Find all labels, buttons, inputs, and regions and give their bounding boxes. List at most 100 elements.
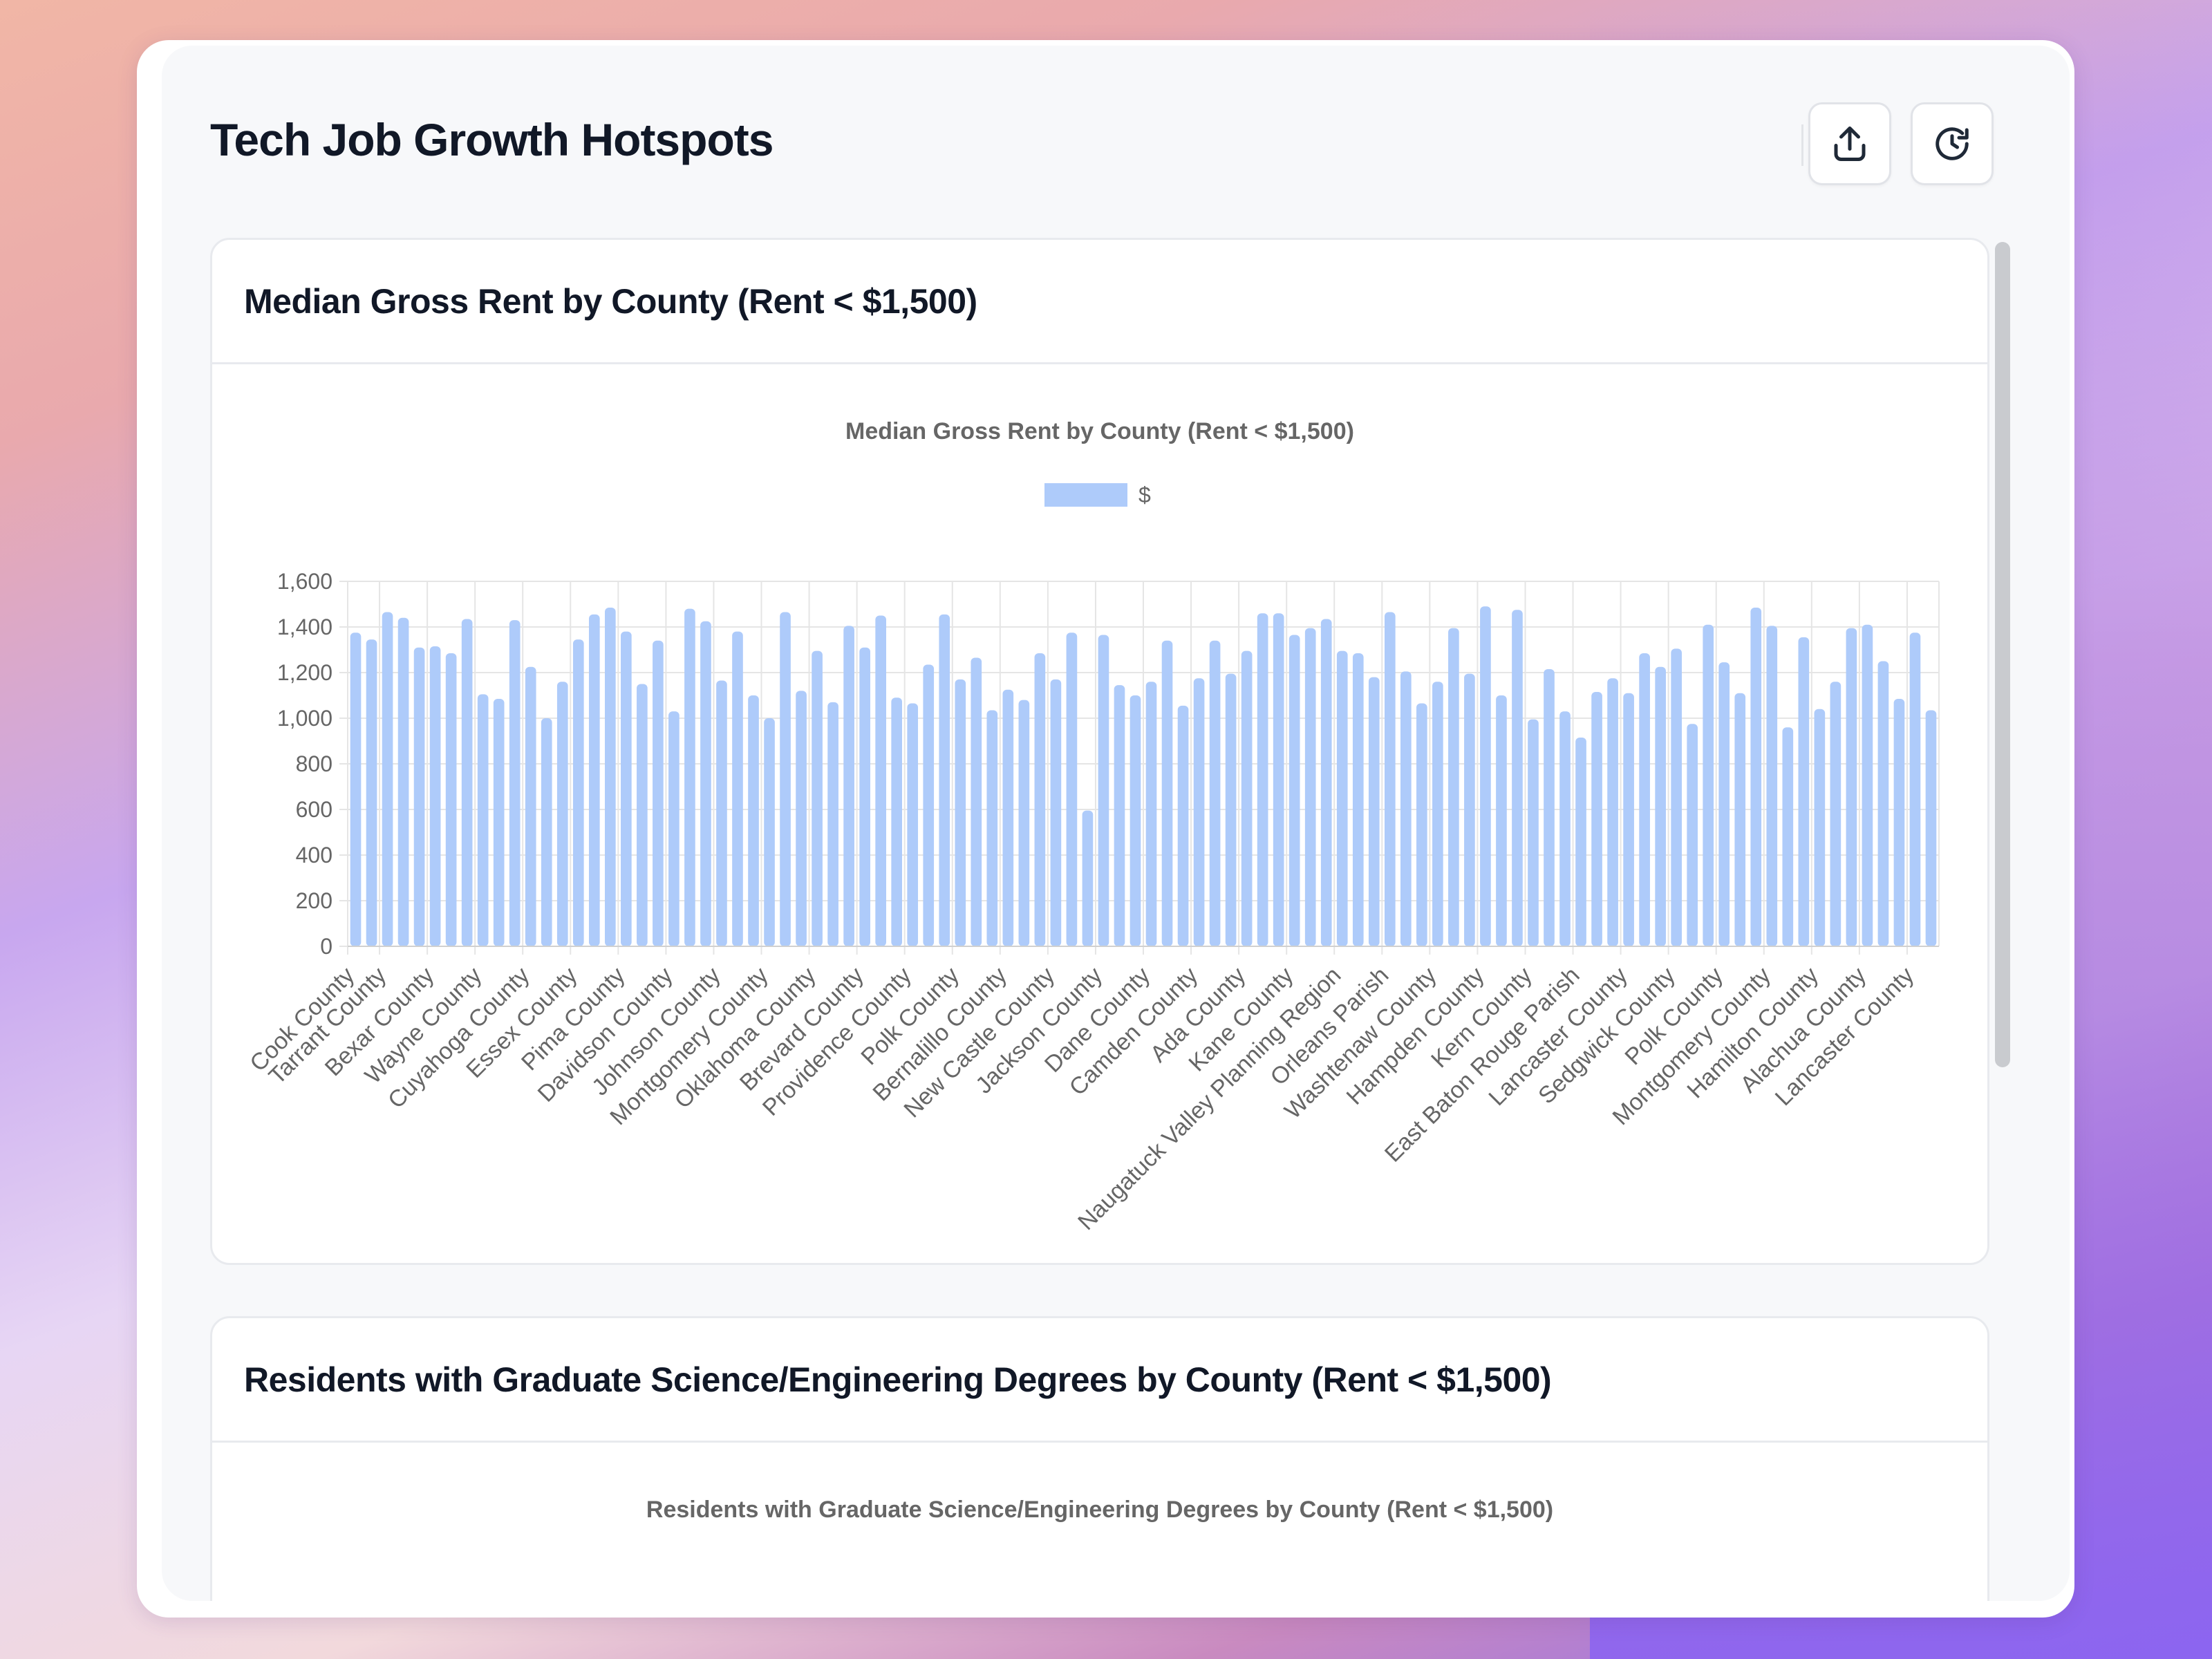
bar[interactable] [1209, 640, 1221, 946]
bar[interactable] [1925, 710, 1937, 946]
bar[interactable] [684, 608, 695, 946]
bar[interactable] [955, 679, 966, 946]
bar[interactable] [1400, 671, 1412, 946]
bar[interactable] [1862, 624, 1873, 946]
bar[interactable] [1416, 703, 1427, 946]
bar[interactable] [1161, 640, 1173, 946]
bar[interactable] [621, 631, 632, 946]
bar[interactable] [572, 639, 584, 946]
bar[interactable] [445, 653, 457, 946]
bar[interactable] [716, 680, 727, 946]
bar[interactable] [1766, 626, 1778, 946]
bar[interactable] [1830, 682, 1841, 946]
bar[interactable] [1671, 648, 1682, 946]
bar[interactable] [413, 647, 425, 946]
bar[interactable] [1798, 637, 1810, 946]
bar[interactable] [1034, 653, 1046, 946]
bar[interactable] [1893, 698, 1905, 946]
bar[interactable] [1288, 635, 1300, 946]
bar[interactable] [1352, 653, 1364, 946]
bar[interactable] [1734, 693, 1746, 946]
bar[interactable] [588, 614, 600, 946]
bar[interactable] [653, 640, 664, 946]
bar[interactable] [509, 620, 521, 946]
bar[interactable] [1718, 662, 1730, 946]
bar[interactable] [1193, 678, 1205, 946]
bar[interactable] [1114, 685, 1125, 946]
bar[interactable] [1368, 677, 1380, 946]
bar[interactable] [1623, 693, 1634, 946]
bar[interactable] [1273, 613, 1284, 946]
bar[interactable] [637, 684, 648, 947]
bar[interactable] [1639, 653, 1650, 946]
bar[interactable] [1304, 628, 1316, 946]
bar[interactable] [764, 718, 775, 946]
bar[interactable] [366, 639, 377, 946]
bar[interactable] [461, 619, 473, 946]
bar[interactable] [605, 607, 616, 946]
bar[interactable] [700, 621, 711, 946]
bar[interactable] [1082, 810, 1094, 946]
bar[interactable] [668, 711, 679, 946]
bar[interactable] [971, 657, 982, 946]
bar[interactable] [1050, 679, 1062, 946]
bar[interactable] [493, 698, 505, 946]
bar[interactable] [1018, 700, 1030, 946]
bar[interactable] [1607, 678, 1618, 946]
bar[interactable] [1145, 682, 1157, 946]
bar[interactable] [1257, 613, 1268, 946]
bar[interactable] [1496, 695, 1507, 946]
bar[interactable] [907, 703, 919, 946]
bar[interactable] [477, 694, 489, 946]
bar[interactable] [1130, 695, 1141, 946]
bar[interactable] [1432, 682, 1443, 946]
bar[interactable] [732, 631, 743, 946]
bar[interactable] [939, 614, 950, 946]
bar[interactable] [812, 650, 823, 946]
bar[interactable] [891, 697, 903, 946]
bar[interactable] [1336, 650, 1348, 946]
bar[interactable] [397, 617, 409, 946]
bar[interactable] [1909, 632, 1921, 946]
bar[interactable] [796, 691, 807, 946]
bar[interactable] [1591, 692, 1602, 946]
bar[interactable] [1241, 650, 1253, 946]
bar[interactable] [1448, 628, 1459, 946]
bar[interactable] [429, 646, 441, 946]
bar[interactable] [843, 626, 854, 946]
dashboard-scroll-area[interactable]: Median Gross Rent by County (Rent < $1,5… [210, 238, 1994, 1601]
bar[interactable] [1703, 624, 1714, 946]
bar[interactable] [859, 647, 870, 946]
bar[interactable] [1464, 673, 1475, 946]
bar[interactable] [382, 612, 393, 946]
bar[interactable] [748, 695, 759, 946]
bar[interactable] [350, 632, 362, 946]
bar[interactable] [525, 666, 536, 946]
bar[interactable] [1066, 632, 1078, 946]
bar[interactable] [556, 682, 568, 946]
bar[interactable] [1512, 610, 1523, 946]
scrollbar-thumb[interactable] [1995, 242, 2010, 1067]
bar[interactable] [1528, 719, 1539, 946]
export-button[interactable] [1808, 102, 1891, 185]
bar[interactable] [1480, 606, 1491, 946]
bar[interactable] [1002, 689, 1014, 946]
bar[interactable] [1225, 673, 1237, 946]
bar[interactable] [1575, 738, 1586, 946]
bar[interactable] [1177, 705, 1189, 946]
bar[interactable] [1814, 709, 1826, 946]
bar[interactable] [541, 718, 552, 946]
scrollbar[interactable] [1995, 238, 2012, 1601]
bar[interactable] [1655, 666, 1666, 946]
bar[interactable] [875, 615, 886, 947]
bar[interactable] [1877, 661, 1889, 947]
bar[interactable] [827, 702, 838, 946]
bar[interactable] [780, 612, 791, 946]
bar[interactable] [923, 664, 935, 946]
history-button[interactable] [1911, 102, 1994, 185]
bar[interactable] [1384, 612, 1396, 946]
bar[interactable] [1098, 635, 1109, 946]
bar[interactable] [1750, 607, 1762, 946]
bar[interactable] [1544, 669, 1555, 946]
bar[interactable] [986, 710, 998, 946]
